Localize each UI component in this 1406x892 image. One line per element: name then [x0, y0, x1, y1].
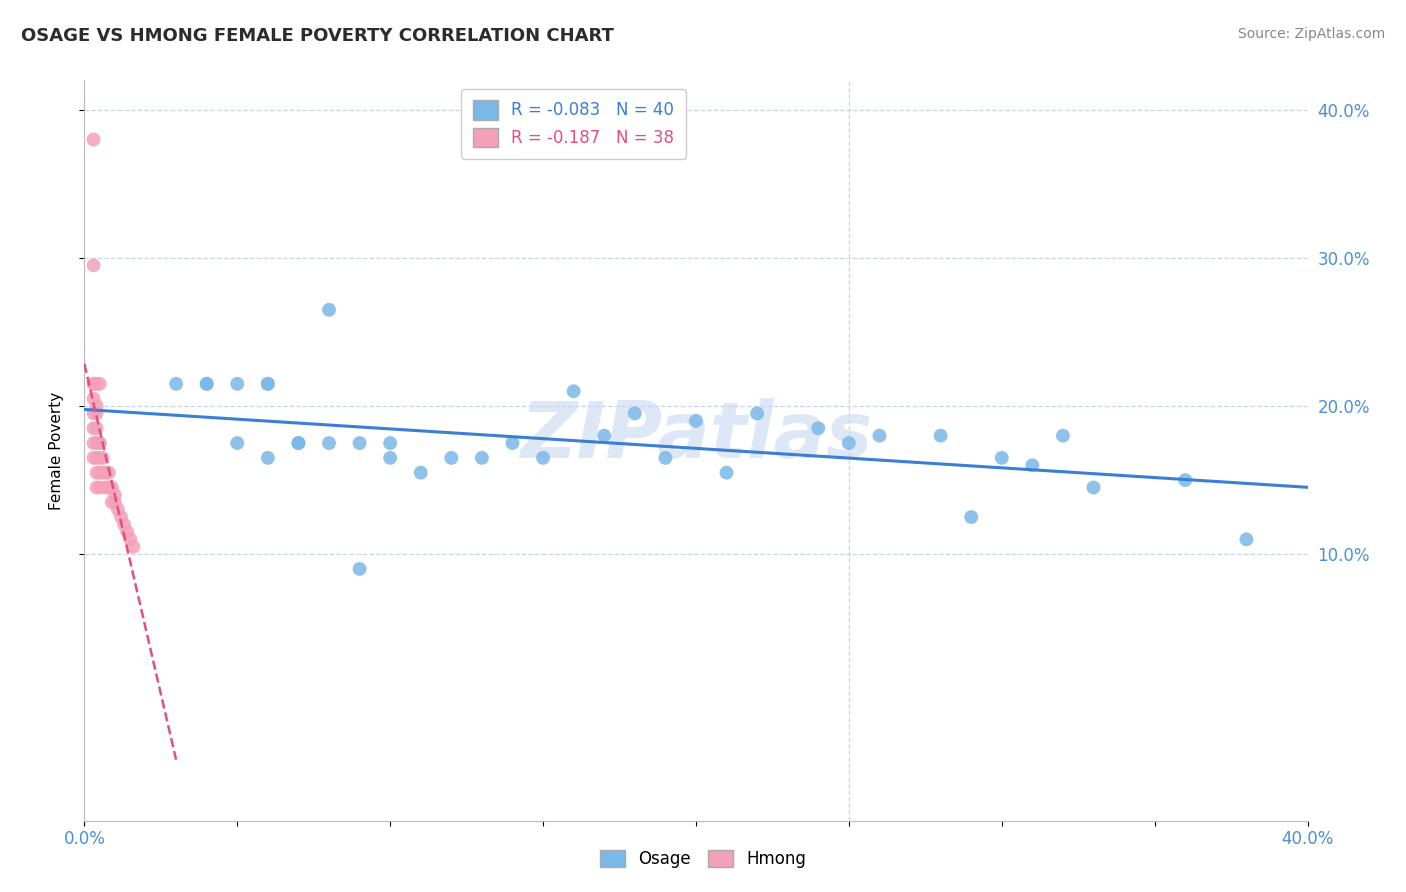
- Point: [83, 436, 105, 450]
- Point: [101, 495, 124, 509]
- Legend: R = -0.083   N = 40, R = -0.187   N = 38: R = -0.083 N = 40, R = -0.187 N = 38: [461, 88, 686, 159]
- Point: [991, 450, 1014, 465]
- Point: [685, 414, 707, 428]
- Point: [165, 376, 187, 391]
- Point: [97, 481, 120, 495]
- Point: [869, 428, 891, 442]
- Point: [1174, 473, 1197, 487]
- Point: [531, 450, 554, 465]
- Text: OSAGE VS HMONG FEMALE POVERTY CORRELATION CHART: OSAGE VS HMONG FEMALE POVERTY CORRELATIO…: [21, 27, 614, 45]
- Point: [104, 488, 127, 502]
- Point: [86, 450, 108, 465]
- Point: [115, 524, 138, 539]
- Point: [716, 466, 738, 480]
- Point: [83, 132, 105, 146]
- Point: [89, 466, 111, 480]
- Point: [1021, 458, 1043, 473]
- Point: [91, 466, 114, 480]
- Point: [101, 481, 124, 495]
- Point: [960, 510, 983, 524]
- Point: [226, 436, 249, 450]
- Point: [86, 481, 108, 495]
- Legend: Osage, Hmong: Osage, Hmong: [593, 843, 813, 875]
- Point: [287, 436, 309, 450]
- Point: [195, 376, 218, 391]
- Point: [120, 533, 142, 547]
- Point: [83, 259, 105, 273]
- Point: [89, 436, 111, 450]
- Text: ZIPatlas: ZIPatlas: [520, 398, 872, 474]
- Point: [83, 376, 105, 391]
- Point: [83, 421, 105, 435]
- Point: [1083, 481, 1105, 495]
- Point: [747, 407, 769, 421]
- Point: [89, 436, 111, 450]
- Point: [257, 376, 280, 391]
- Point: [1052, 428, 1074, 442]
- Point: [86, 436, 108, 450]
- Point: [195, 376, 218, 391]
- Point: [86, 466, 108, 480]
- Point: [112, 517, 135, 532]
- Point: [86, 399, 108, 413]
- Point: [502, 436, 524, 450]
- Point: [471, 450, 494, 465]
- Point: [226, 376, 249, 391]
- Point: [89, 376, 111, 391]
- Point: [838, 436, 860, 450]
- Point: [1236, 533, 1258, 547]
- Point: [91, 450, 114, 465]
- Point: [624, 407, 647, 421]
- Point: [409, 466, 432, 480]
- Point: [107, 502, 129, 516]
- Point: [349, 436, 371, 450]
- Point: [440, 450, 463, 465]
- Point: [349, 562, 371, 576]
- Point: [89, 481, 111, 495]
- Point: [110, 510, 132, 524]
- Point: [86, 407, 108, 421]
- Point: [654, 450, 676, 465]
- Point: [318, 302, 340, 317]
- Point: [380, 450, 402, 465]
- Point: [86, 376, 108, 391]
- Point: [287, 436, 309, 450]
- Point: [122, 540, 145, 554]
- Point: [83, 407, 105, 421]
- Point: [257, 376, 280, 391]
- Point: [104, 495, 127, 509]
- Text: Source: ZipAtlas.com: Source: ZipAtlas.com: [1237, 27, 1385, 41]
- Point: [593, 428, 616, 442]
- Point: [257, 450, 280, 465]
- Point: [89, 450, 111, 465]
- Point: [318, 436, 340, 450]
- Point: [562, 384, 585, 399]
- Point: [86, 421, 108, 435]
- Point: [94, 481, 117, 495]
- Point: [380, 436, 402, 450]
- Y-axis label: Female Poverty: Female Poverty: [49, 392, 63, 509]
- Point: [807, 421, 830, 435]
- Point: [83, 450, 105, 465]
- Point: [94, 466, 117, 480]
- Point: [97, 466, 120, 480]
- Point: [83, 376, 105, 391]
- Point: [83, 392, 105, 406]
- Point: [929, 428, 952, 442]
